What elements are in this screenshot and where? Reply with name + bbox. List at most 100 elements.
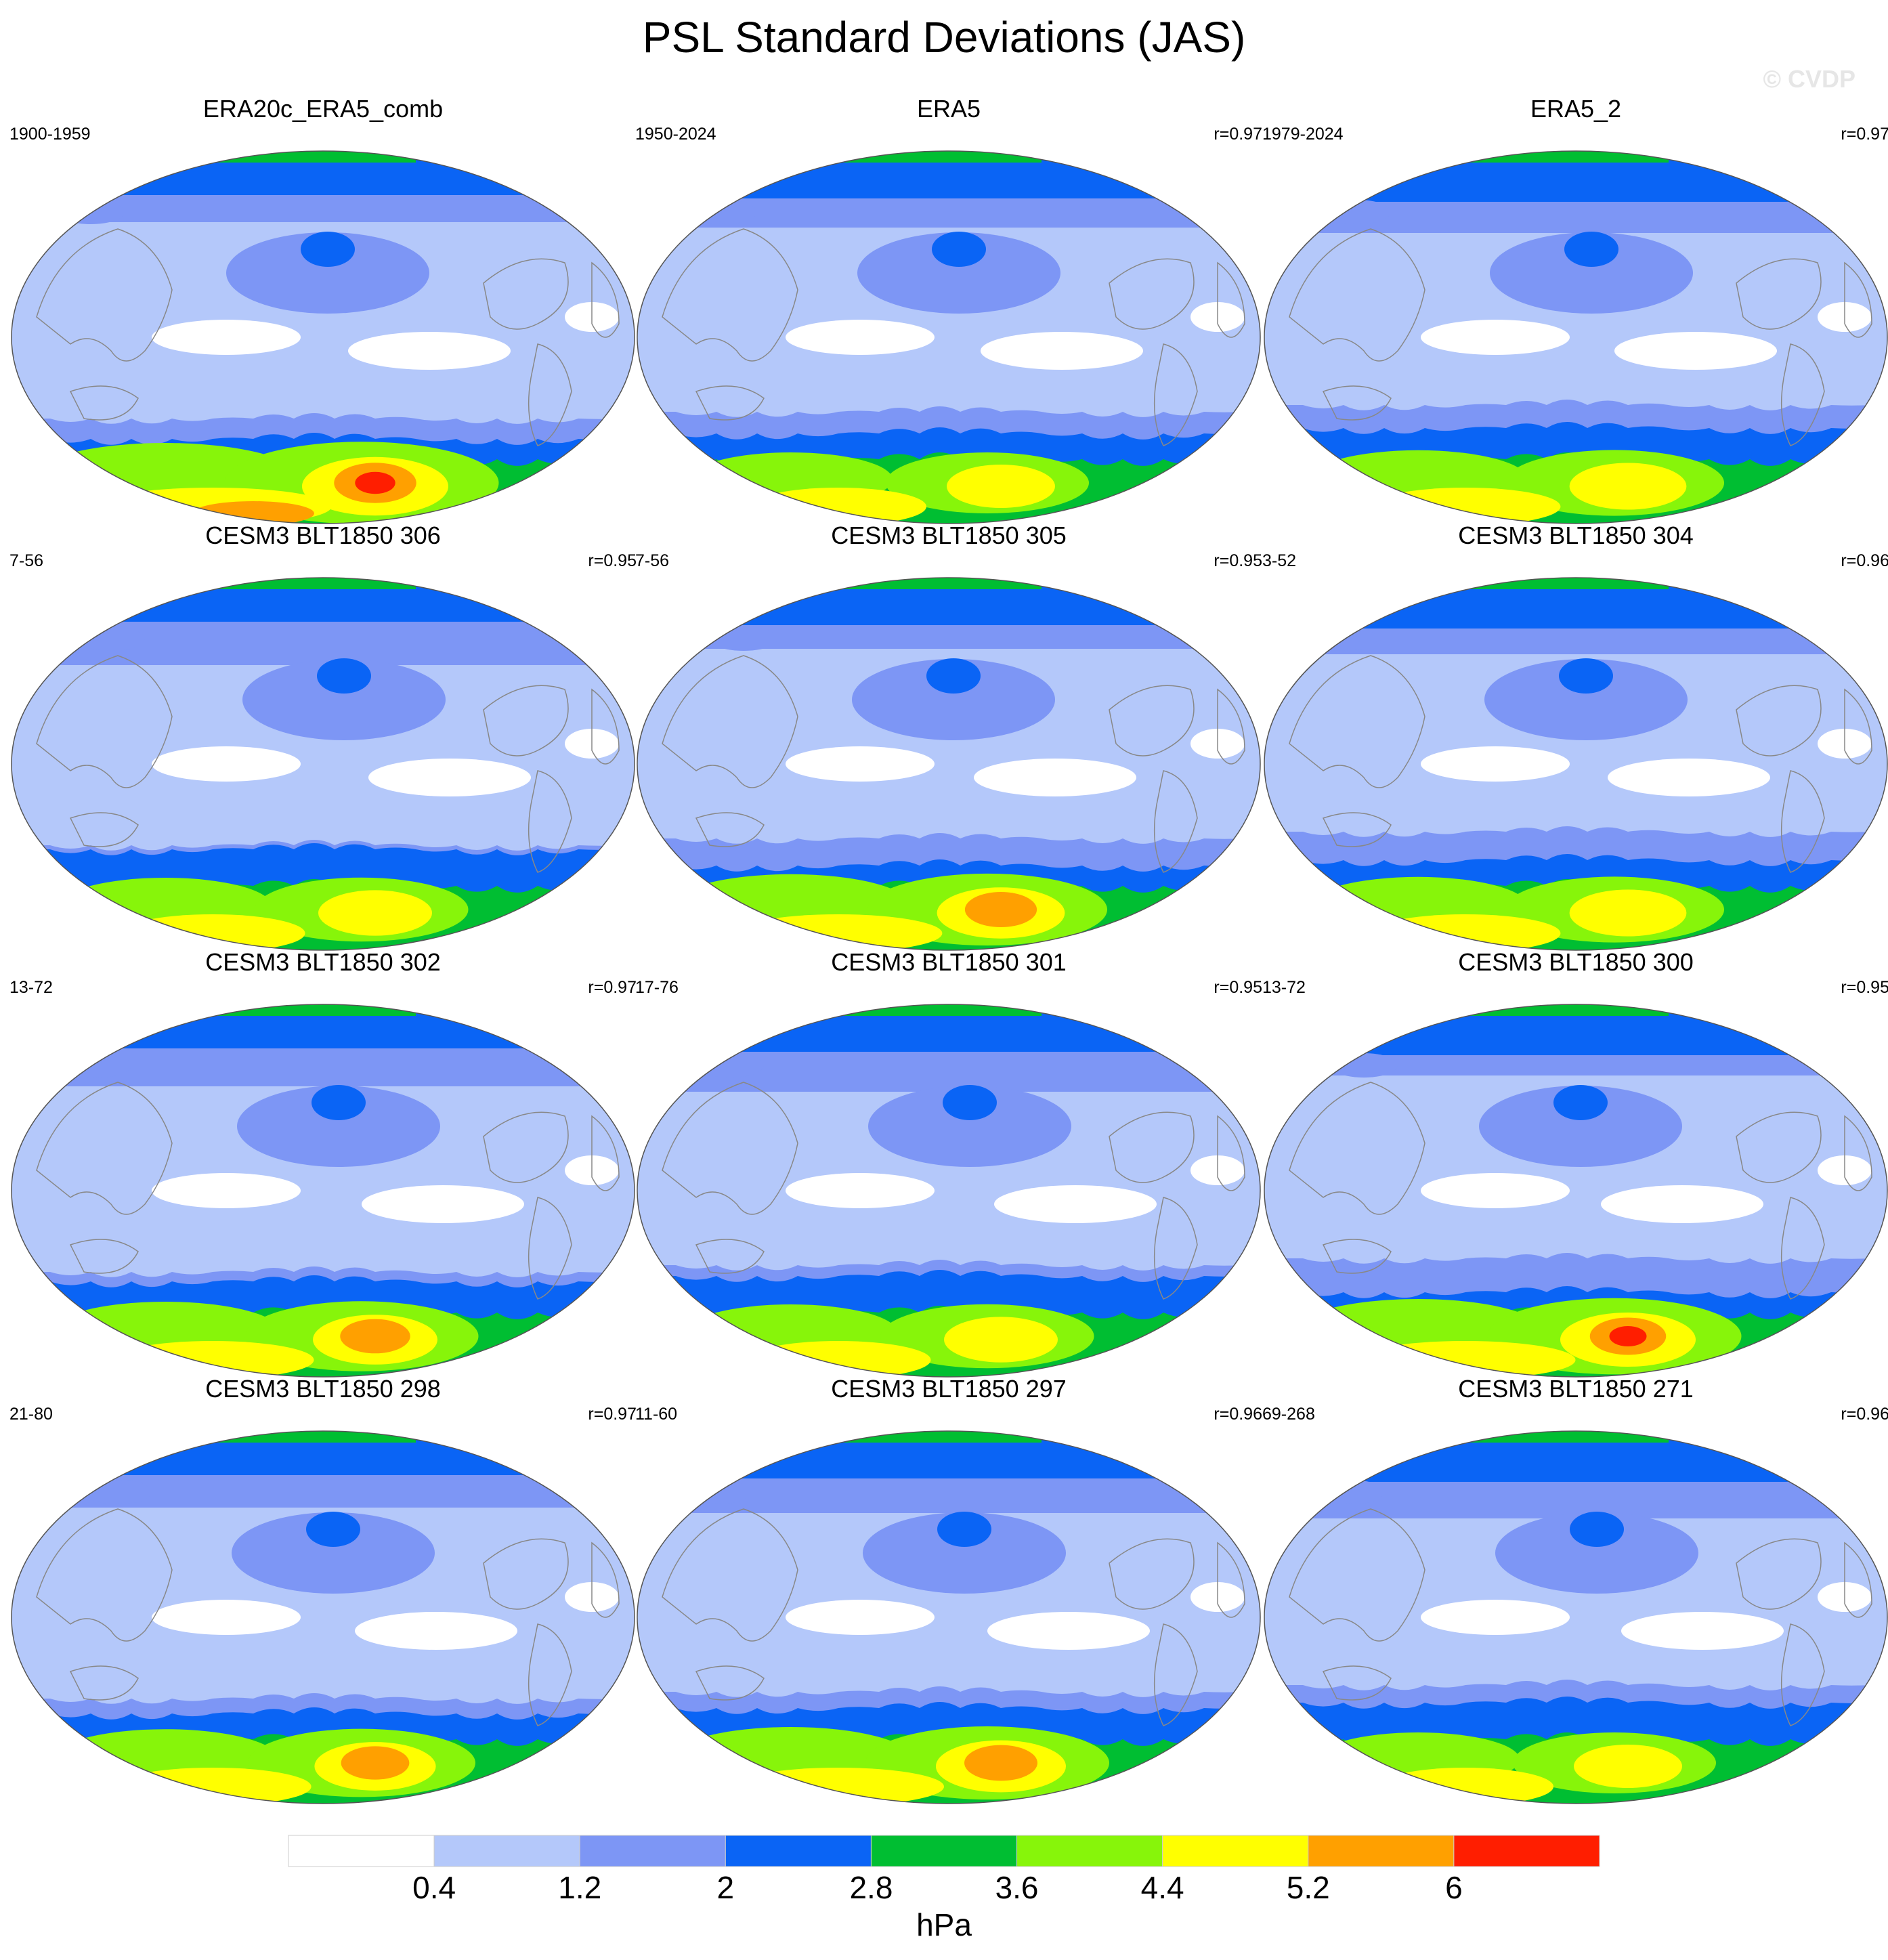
field-blob-south-west-core — [750, 488, 926, 524]
panel-year-range: 21-80 — [9, 1405, 53, 1424]
coastline — [69, 1665, 139, 1701]
coastline — [528, 1623, 572, 1726]
field-blob-north-pacific-core — [943, 1085, 997, 1120]
coastline — [662, 1082, 798, 1215]
panel-year-range: 1979-2024 — [1262, 125, 1344, 144]
global-map — [11, 150, 635, 524]
field-blob-south-west-core — [1355, 1341, 1576, 1377]
map-border — [637, 1004, 1261, 1378]
field-blob-north-pacific-core — [306, 1512, 360, 1547]
field-blob-north-pacific — [852, 659, 1055, 740]
map-border — [1264, 1430, 1888, 1804]
map-panel: CESM3 BLT1850 306 7-56 r=0.95 — [9, 521, 637, 955]
panel-year-range: 13-72 — [9, 978, 53, 997]
map-panel: CESM3 BLT1850 271 69-268 r=0.96 — [1262, 1375, 1888, 1808]
panel-correlation: r=0.95 — [1214, 978, 1262, 997]
panel-correlation: r=0.96 — [1841, 1405, 1888, 1424]
field-tropics-east — [987, 1612, 1150, 1650]
field-blob-north-pacific — [868, 1086, 1071, 1167]
coastline — [483, 258, 569, 330]
field-blob-north-pacific-core — [932, 232, 986, 267]
panel-correlation: r=0.97 — [1214, 125, 1262, 144]
field-blob-north — [710, 626, 777, 651]
colorbar-tick-label: 2 — [716, 1870, 735, 1905]
field-arctic — [771, 1004, 1042, 1016]
coastline — [1289, 228, 1425, 362]
field-blob-south-west-core — [1377, 1768, 1553, 1804]
field-blob-north-pacific — [1479, 1086, 1682, 1167]
field-blob-north-pacific — [242, 659, 446, 740]
field-blob-south-west-core — [746, 1341, 931, 1377]
coastline — [662, 655, 798, 788]
field-tropics-east — [368, 759, 531, 796]
coastline — [1844, 688, 1872, 765]
field-blob-north-pacific-core — [1559, 658, 1613, 694]
coastline — [695, 1665, 765, 1701]
panel-title: ERA5_2 — [1530, 95, 1622, 123]
colorbar-tick-label: 4.4 — [1140, 1870, 1184, 1905]
field-max-red — [355, 471, 395, 494]
panel-correlation: r=0.96 — [1214, 1405, 1262, 1424]
coastline — [1844, 1115, 1872, 1191]
panel-title: CESM3 BLT1850 297 — [831, 1375, 1067, 1403]
coastline — [483, 1538, 569, 1610]
coastline — [1322, 385, 1392, 421]
coastline — [36, 655, 173, 788]
coastline — [1217, 1115, 1245, 1191]
colorbar-tick-label: 6 — [1445, 1870, 1463, 1905]
colorbar-swatch — [725, 1835, 872, 1867]
field-max-orange — [341, 1746, 410, 1780]
coastline — [1217, 1541, 1245, 1618]
global-map — [637, 150, 1261, 524]
coastline — [695, 1239, 765, 1274]
field-blob-north-pacific-core — [1570, 1512, 1624, 1547]
panel-year-range: 1900-1959 — [9, 125, 91, 144]
coastline — [591, 261, 620, 338]
coastline — [1153, 1623, 1198, 1726]
map-border — [637, 577, 1261, 951]
panel-year-range: 11-60 — [635, 1405, 678, 1424]
coastline — [1217, 261, 1245, 338]
field-tropics-west — [1421, 320, 1570, 355]
field-arctic — [1398, 1431, 1669, 1443]
coastline — [1109, 1111, 1195, 1183]
coastline — [69, 812, 139, 847]
field-arctic — [1398, 578, 1669, 589]
colorbar-tick-label: 1.2 — [558, 1870, 602, 1905]
coastline — [1153, 343, 1198, 446]
field-arctic — [1398, 151, 1669, 163]
field-blob-north-pacific — [226, 232, 429, 314]
watermark: © CVDP — [1763, 65, 1855, 93]
global-map — [1264, 1004, 1888, 1378]
field-blob-north — [1330, 1053, 1398, 1078]
field-blob-south-west-core — [1370, 914, 1561, 950]
panel-correlation: r=0.97 — [588, 1405, 637, 1424]
global-map — [637, 1004, 1261, 1378]
coastline — [591, 1541, 620, 1618]
global-map — [11, 577, 635, 951]
coastline — [1153, 1197, 1198, 1300]
field-arctic — [771, 578, 1042, 589]
map-panel: ERA5_2 1979-2024 r=0.97 — [1262, 95, 1888, 528]
field-arctic — [145, 578, 416, 589]
coastline — [528, 1197, 572, 1300]
panel-title: CESM3 BLT1850 300 — [1458, 948, 1694, 976]
map-border — [1264, 150, 1888, 524]
coastline — [1109, 685, 1195, 757]
map-border — [637, 150, 1261, 524]
map-panel: CESM3 BLT1850 298 21-80 r=0.97 — [9, 1375, 637, 1808]
field-blob-north-pacific-core — [926, 658, 981, 694]
field-tropics-west — [152, 320, 301, 355]
field-tropics-east — [994, 1185, 1157, 1223]
global-map — [637, 1430, 1261, 1804]
field-blob-north-pacific — [232, 1512, 435, 1594]
field-blob-north-pacific — [863, 1512, 1066, 1594]
panel-title: CESM3 BLT1850 298 — [205, 1375, 441, 1403]
panel-title: ERA5 — [916, 95, 981, 123]
field-blob-north — [64, 1053, 131, 1078]
panel-year-range: 69-268 — [1262, 1405, 1315, 1424]
field-blob-south-west-core — [733, 1768, 944, 1804]
field-blob-north-pacific — [1495, 1512, 1698, 1594]
field-blob-north-pacific-core — [1553, 1085, 1608, 1120]
field-blob-north-pacific-core — [937, 1512, 991, 1547]
